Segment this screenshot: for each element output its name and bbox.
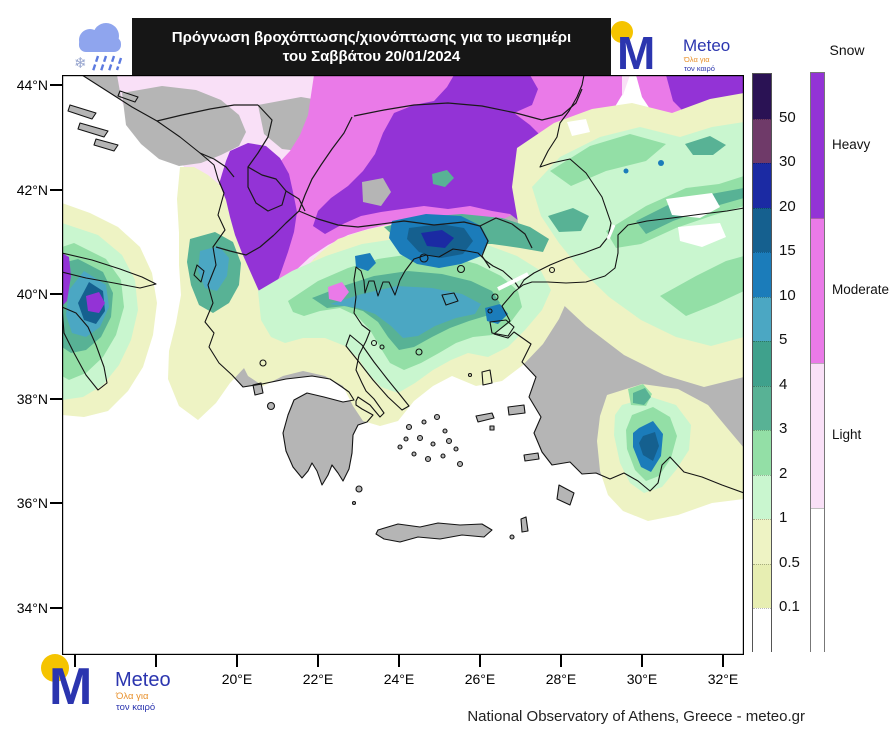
precip-segment: [753, 118, 771, 164]
logo-tagline-2: τον καιρό: [684, 64, 715, 73]
lat-tick: [50, 502, 62, 504]
precip-segment: [753, 341, 771, 386]
precip-value-label: 0.5: [779, 553, 800, 571]
snow-segment: [811, 363, 824, 508]
title-line-1: Πρόγνωση βροχόπτωσης/χιονόπτωσης για το …: [171, 28, 572, 46]
lon-tick: [74, 655, 76, 667]
lat-label: 40°N: [16, 286, 48, 302]
rain-streaks: [91, 55, 122, 71]
precip-value-label: 4: [779, 375, 788, 393]
precip-value-label: 5: [779, 331, 788, 349]
precip-value-label: 20: [779, 197, 796, 215]
snow-intensity-label: Moderate: [832, 281, 890, 297]
lat-label: 42°N: [16, 182, 48, 198]
lon-tick: [560, 655, 562, 667]
lon-label: 24°E: [383, 671, 415, 687]
precip-segment: [753, 474, 771, 520]
lat-tick: [50, 607, 62, 609]
lon-tick: [479, 655, 481, 667]
borders-layer: [156, 88, 583, 269]
precip-value-label: 10: [779, 286, 796, 304]
lat-tick: [50, 293, 62, 295]
lat-tick: [50, 84, 62, 86]
logo-sun-icon: [41, 654, 69, 682]
snow-segment: [811, 508, 824, 653]
lon-tick: [155, 655, 157, 667]
precip-segment: [753, 163, 771, 208]
snow-intensity-label: Light: [832, 426, 862, 442]
lat-tick: [50, 398, 62, 400]
title-line-2: του Σαββάτου 20/01/2024: [282, 47, 461, 65]
precip-value-label: 15: [779, 242, 796, 260]
precip-segment: [753, 430, 771, 475]
precip-value-label: 0.1: [779, 598, 800, 616]
lat-label: 34°N: [16, 600, 48, 616]
snow-segment: [811, 73, 824, 218]
precip-segment: [753, 207, 771, 253]
lon-tick: [236, 655, 238, 667]
meteo-logo-top-svg: M Meteo Όλα για τον καιρό: [611, 21, 730, 75]
lon-label: 22°E: [302, 671, 334, 687]
precip-segment: [753, 608, 771, 653]
straits-layer: [497, 224, 616, 291]
precip-segment: [753, 519, 771, 564]
lon-tick: [317, 655, 319, 667]
precip-segment: [753, 385, 771, 431]
logo-name: Meteo: [683, 36, 730, 55]
lon-label: 32°E: [707, 671, 739, 687]
precip-segment: [753, 563, 771, 609]
lon-label: 30°E: [626, 671, 658, 687]
lon-tick: [398, 655, 400, 667]
snow-intensity-label: Heavy: [832, 136, 871, 152]
weather-icon-box: ❄: [65, 18, 132, 75]
lon-label: 26°E: [464, 671, 496, 687]
precip-value-label: 50: [779, 108, 796, 126]
precip-segment: [753, 296, 771, 342]
lat-label: 36°N: [16, 495, 48, 511]
meteo-logo-bottom: M Meteo Όλα για τον καιρό: [36, 648, 236, 723]
logo-sun-icon: [611, 21, 633, 43]
precip-segment: [753, 74, 771, 119]
logo-tagline-2: τον καιρό: [116, 702, 155, 713]
title-banner: ❄ Πρόγνωση βροχόπτωσης/χιονόπτωσης για τ…: [65, 18, 745, 75]
precip-colorbar: [752, 73, 772, 653]
precip-value-label: 1: [779, 509, 788, 527]
credit-text: National Observatory of Athens, Greece -…: [467, 708, 805, 725]
snow-layer: [117, 75, 744, 322]
map-svg: [61, 74, 745, 655]
precip-segment: [753, 252, 771, 297]
lat-label: 38°N: [16, 391, 48, 407]
lon-label: 20°E: [221, 671, 253, 687]
lon-label: 28°E: [545, 671, 577, 687]
lon-tick: [641, 655, 643, 667]
logo-tagline-1: Όλα για: [683, 55, 710, 64]
forecast-map: [61, 74, 745, 655]
lon-tick: [722, 655, 724, 667]
logo-m-icon: M: [617, 27, 655, 75]
snow-scale-title: Snow: [829, 42, 865, 58]
logo-m-icon: M: [49, 658, 92, 716]
page-title: Πρόγνωση βροχόπτωσης/χιονόπτωσης για το …: [132, 18, 611, 75]
snowflake-glyph: ❄: [74, 55, 87, 72]
rain-snow-cloud-icon: ❄: [74, 22, 122, 72]
lat-label: 44°N: [16, 77, 48, 93]
snow-colorbar: [810, 72, 825, 653]
precip-value-label: 30: [779, 153, 796, 171]
logo-name: Meteo: [115, 669, 171, 691]
meteo-logo-top: M Meteo Όλα για τον καιρό: [611, 18, 745, 75]
logo-tagline-1: Όλα για: [115, 691, 149, 702]
snow-segment: [811, 218, 824, 363]
rain-layer: [62, 93, 744, 521]
meteo-logo-bottom-svg: M Meteo Όλα για τον καιρό: [41, 654, 171, 716]
lat-tick: [50, 189, 62, 191]
precip-value-label: 2: [779, 464, 788, 482]
precip-value-label: 3: [779, 420, 788, 438]
map-frame: [62, 75, 744, 655]
